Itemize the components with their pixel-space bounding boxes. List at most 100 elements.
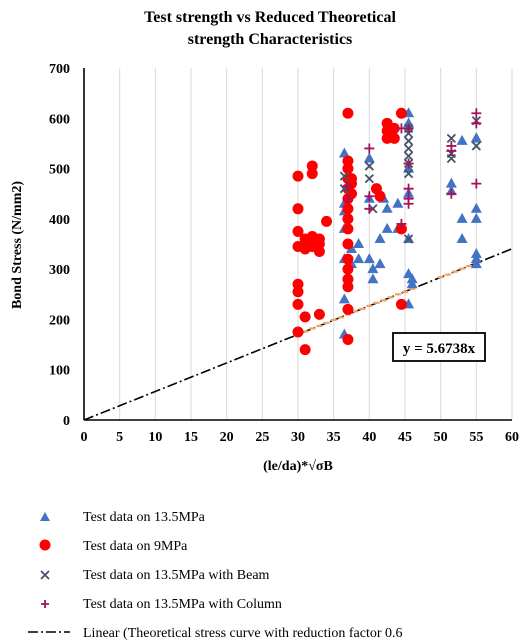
cross-point (471, 141, 481, 151)
chart-title-line-1: Test strength vs Reduced Theoretical (144, 9, 396, 26)
triangle-point (367, 263, 379, 274)
circle-point (313, 238, 325, 250)
circle-point (342, 273, 354, 285)
circle-point (313, 246, 325, 258)
cross-point (403, 136, 414, 146)
triangle-point (374, 258, 386, 269)
y-tick-label: 500 (49, 163, 70, 178)
circle-point (306, 160, 318, 172)
circle-point (374, 190, 386, 202)
y-tick-label: 600 (49, 112, 70, 127)
x-tick-label: 15 (184, 430, 198, 445)
x-tick-label: 25 (255, 430, 269, 445)
x-tick-label: 20 (220, 430, 234, 445)
x-tick-label: 60 (505, 430, 519, 445)
circle-point (292, 170, 304, 182)
triangle-point (338, 147, 350, 158)
x-tick-label: 0 (81, 430, 88, 445)
circle-icon (39, 539, 51, 551)
x-tick-label: 35 (327, 430, 341, 445)
triangle-point (381, 222, 393, 233)
cross-point (446, 133, 457, 144)
circle-point (342, 238, 354, 250)
data-points (292, 107, 482, 356)
triangle-point (363, 152, 375, 163)
circle-point (299, 344, 311, 356)
legend-item-circle: Test data on 9MPa (39, 539, 188, 554)
axes (83, 68, 512, 421)
circle-point (306, 168, 318, 180)
y-tick-label: 400 (49, 213, 70, 228)
plus-point (471, 118, 482, 129)
triangle-point (406, 278, 418, 289)
plus-point (403, 198, 414, 209)
plus-point (364, 143, 375, 154)
plus-point (403, 183, 414, 194)
legend-item-triangle: Test data on 13.5MPa (40, 510, 206, 525)
x-tick-label: 40 (362, 430, 376, 445)
legend-item-trendline: Linear (Theoretical stress curve with re… (28, 626, 403, 640)
legend-item-plus: Test data on 13.5MPa with Column (41, 597, 282, 612)
circle-point (342, 334, 354, 346)
circle-point (342, 281, 354, 293)
circle-point (342, 223, 354, 235)
circle-point (292, 225, 304, 237)
plus-point (471, 178, 482, 189)
cross-point (403, 151, 414, 161)
plus-point (342, 193, 353, 204)
triangle-point (353, 238, 365, 248)
legend-label-triangle: Test data on 13.5MPa (83, 510, 206, 525)
circle-point (342, 213, 354, 225)
triangle-point (456, 134, 468, 145)
circle-point (388, 132, 400, 144)
x-tick-label: 50 (434, 430, 448, 445)
circle-point (292, 286, 304, 298)
legend-label-plus: Test data on 13.5MPa with Column (83, 597, 282, 612)
circle-point (342, 253, 354, 265)
triangle-point (367, 273, 379, 284)
plus-point (396, 218, 407, 229)
legend: Test data on 13.5MPa Test data on 9MPa T… (28, 510, 403, 640)
cross-point (403, 143, 414, 154)
triangle-point (470, 253, 482, 264)
triangle-point (338, 293, 350, 304)
x-tick-label: 30 (291, 430, 305, 445)
legend-label-cross: Test data on 13.5MPa with Beam (83, 568, 270, 583)
circle-point (292, 326, 304, 338)
circle-point (342, 163, 354, 175)
legend-label-trendline: Linear (Theoretical stress curve with re… (83, 626, 403, 640)
x-axis-title: (le/da)*√σB (263, 459, 333, 474)
circle-point (388, 122, 400, 134)
plus-point (342, 181, 353, 192)
x-tick-label: 10 (148, 430, 162, 445)
cross-point (364, 173, 374, 184)
equation-box: y = 5.6738x (392, 332, 486, 362)
triangle-point (381, 202, 393, 213)
circle-point (395, 107, 407, 119)
circle-point (342, 263, 354, 275)
triangle-point (470, 132, 482, 143)
x-tick-label: 55 (469, 430, 483, 445)
plus-point (471, 108, 482, 119)
circle-point (292, 203, 304, 215)
legend-label-circle: Test data on 9MPa (83, 539, 188, 554)
triangle-point (445, 177, 457, 188)
cross-point (339, 171, 350, 181)
y-tick-label: 100 (49, 364, 70, 379)
x-tick-label: 5 (116, 430, 123, 445)
y-tick-labels: 0 100 200 300 400 500 600 700 (49, 62, 70, 429)
y-tick-label: 300 (49, 263, 70, 278)
cross-point (403, 234, 414, 244)
circle-point (342, 303, 354, 315)
circle-point (313, 308, 325, 320)
circle-point (395, 298, 407, 310)
y-axis-title: Bond Stress (N/mm2) (10, 181, 25, 309)
cross-icon (40, 570, 50, 580)
circle-point (321, 215, 333, 227)
triangle-point (456, 212, 468, 223)
triangle-point (374, 232, 386, 243)
plus-point (403, 158, 414, 169)
cross-point (403, 128, 414, 139)
chart-title: Test strength vs Reduced Theoretical str… (144, 9, 396, 48)
